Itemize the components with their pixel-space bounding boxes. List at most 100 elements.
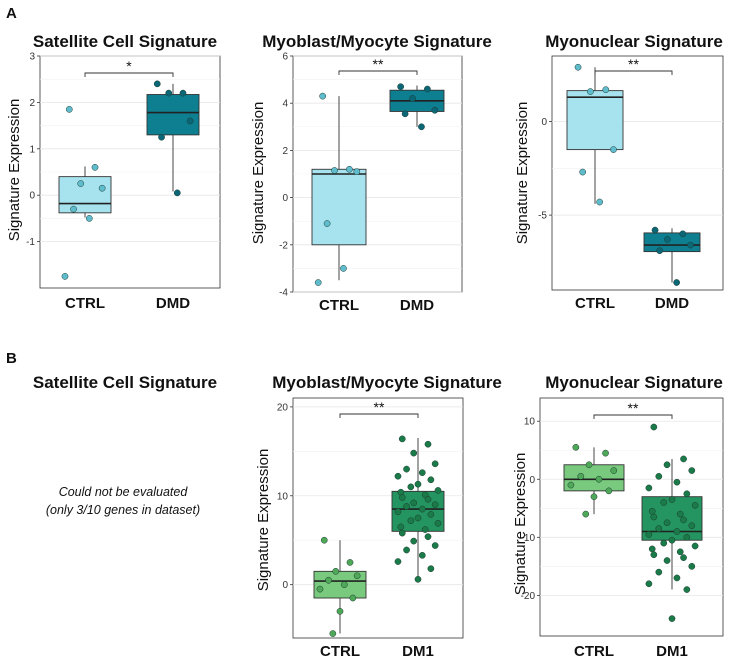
data-point — [645, 531, 653, 538]
data-point — [691, 542, 699, 550]
data-point — [567, 481, 575, 489]
data-point — [602, 449, 609, 457]
data-point — [610, 146, 617, 153]
data-point — [403, 546, 410, 554]
data-point — [424, 495, 432, 503]
data-point — [165, 89, 173, 97]
data-point — [595, 475, 603, 483]
data-point — [418, 505, 426, 513]
y-tick-label: -10 — [521, 533, 536, 544]
chart-myonuclear-dmd: Myonuclear Signature Signature Expressio… — [514, 32, 724, 312]
data-point — [427, 476, 435, 484]
data-point — [394, 558, 402, 565]
y-axis-label: Signature Expression — [514, 102, 531, 245]
data-point — [683, 586, 691, 593]
data-point — [173, 189, 181, 197]
data-point — [577, 473, 585, 480]
data-point — [579, 168, 587, 176]
box-iqr — [58, 176, 112, 214]
data-point — [421, 526, 429, 533]
x-tick-label: DM1 — [402, 643, 434, 658]
x-tick-label: CTRL — [319, 297, 359, 314]
panel-letter-a: A — [6, 5, 17, 22]
data-point — [434, 487, 442, 494]
data-point — [353, 168, 361, 175]
data-point — [424, 533, 432, 541]
data-point — [77, 180, 85, 187]
data-point — [153, 80, 161, 88]
data-point — [645, 580, 653, 588]
data-point — [323, 220, 331, 227]
data-point — [668, 536, 676, 544]
significance-bracket — [594, 70, 673, 75]
data-point — [398, 435, 406, 443]
x-tick-label: DMD — [156, 295, 190, 312]
data-point — [650, 551, 658, 559]
panel-letter-b: B — [6, 350, 17, 367]
data-point — [418, 123, 425, 131]
data-point — [574, 63, 582, 71]
data-point — [663, 519, 671, 527]
data-point — [676, 548, 684, 556]
data-point — [660, 499, 668, 506]
data-point — [65, 106, 73, 113]
plot-frame — [292, 397, 464, 639]
data-point — [680, 455, 687, 463]
data-point — [91, 164, 99, 171]
data-point — [655, 568, 663, 576]
data-point — [329, 630, 337, 637]
data-point — [186, 117, 194, 125]
data-point — [158, 133, 165, 141]
data-point — [403, 503, 410, 510]
data-point — [319, 92, 327, 100]
data-point — [418, 551, 426, 559]
data-point — [680, 516, 687, 524]
data-point — [650, 513, 658, 521]
data-point — [397, 523, 405, 531]
data-point — [414, 514, 422, 522]
data-point — [85, 215, 93, 222]
data-point — [648, 545, 656, 553]
data-point — [668, 496, 676, 503]
data-point — [431, 460, 439, 468]
y-tick-label: 4 — [282, 99, 288, 110]
b1-note-line2: (only 3/10 genes in dataset) — [46, 503, 200, 517]
x-tick-label: CTRL — [574, 643, 614, 658]
data-point — [431, 501, 439, 509]
data-point — [572, 443, 580, 451]
y-axis-label: Signature Expression — [255, 449, 272, 592]
data-point — [409, 95, 416, 102]
data-point — [587, 88, 594, 95]
data-point — [320, 536, 328, 544]
plot-frame — [539, 397, 724, 637]
data-point — [673, 574, 681, 582]
significance-label: * — [126, 58, 132, 74]
data-point — [655, 473, 663, 480]
y-axis-label: Signature Expression — [512, 453, 529, 596]
y-axis-label: Signature Expression — [250, 102, 267, 245]
data-point — [655, 525, 663, 532]
y-tick-label: 1 — [29, 144, 35, 155]
data-point — [688, 562, 696, 570]
data-point — [656, 247, 664, 255]
y-tick-label: 6 — [282, 52, 288, 63]
y-tick-label: -5 — [538, 211, 547, 222]
chart-title: Satellite Cell Signature — [33, 32, 217, 51]
data-point — [407, 483, 415, 491]
significance-label: ** — [628, 56, 639, 72]
box-iqr — [311, 168, 367, 246]
data-point — [683, 490, 691, 498]
data-point — [325, 576, 332, 584]
significance-label: ** — [628, 400, 639, 416]
y-tick-label: 0 — [541, 117, 547, 128]
data-point — [418, 469, 426, 477]
data-point — [340, 581, 348, 589]
data-point — [650, 423, 658, 431]
data-point — [340, 265, 347, 272]
data-point — [397, 83, 405, 91]
y-tick-label: -4 — [279, 288, 288, 299]
data-point — [316, 585, 324, 593]
data-point — [585, 461, 593, 469]
data-point — [346, 165, 353, 173]
y-tick-label: 0 — [282, 193, 288, 204]
